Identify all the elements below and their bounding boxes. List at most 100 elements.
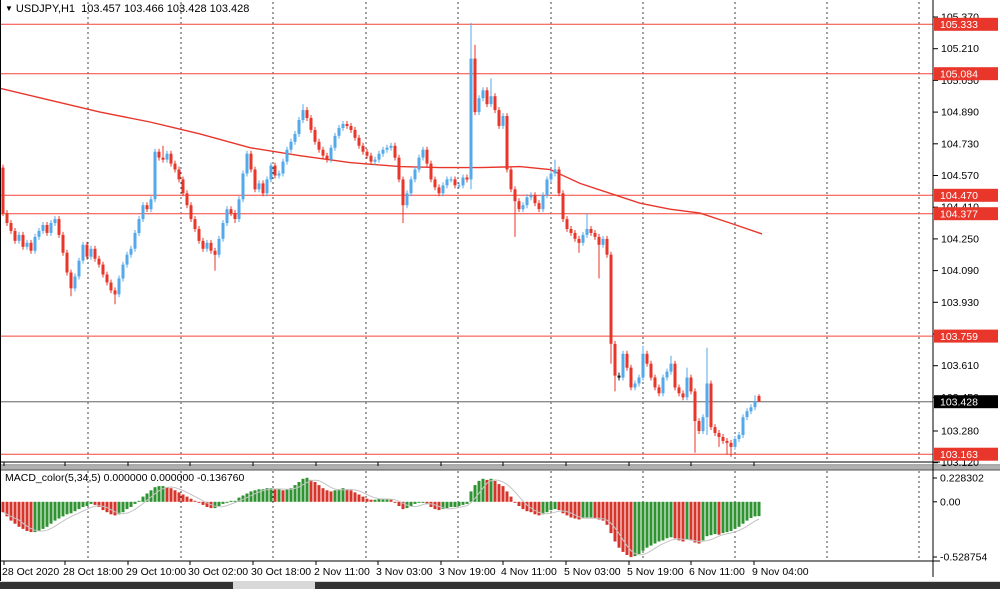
candle-body [377,153,381,160]
macd-histogram-bar [241,495,245,502]
candle-body [429,163,433,180]
candle-body [589,229,593,233]
candle-body [113,290,117,295]
price-tick-label: 105.210 [941,43,979,55]
symbol-period-label: USDJPY,H1 [15,3,76,15]
candle-body [193,219,197,229]
candle-body [81,244,85,261]
price-label-text: 103.428 [940,397,978,409]
candle-body [197,229,201,241]
time-axis-label: 3 Nov 03:00 [376,566,433,578]
level-price-label-box [934,207,998,221]
price-tick-label: 104.090 [941,265,979,277]
candle-body [297,120,301,134]
macd-histogram-bar [453,501,457,507]
macd-histogram-bar [321,488,325,502]
candle-body [449,179,453,181]
candle-body [161,157,165,160]
price-tick-label: 103.280 [941,426,979,438]
macd-histogram-bar [85,501,89,506]
macd-histogram-bar [285,489,289,502]
macd-histogram-bar [705,501,709,537]
candle-body [573,232,577,239]
candle-body [189,205,193,220]
candle-body [693,391,697,422]
bottom-bar-segment[interactable] [315,582,1000,589]
bottom-bar-segment[interactable] [0,582,233,589]
candle-body [345,124,349,126]
macd-histogram-bar [605,501,609,525]
candle-body [489,96,493,105]
candle-body [681,393,685,398]
macd-histogram-bar [41,501,45,529]
macd-histogram-bar [365,498,369,502]
candle-body [549,173,553,180]
time-axis-label: 3 Nov 19:00 [439,566,496,578]
candle-body [741,417,745,435]
candle-body [645,353,649,364]
level-price-label-box [934,17,998,31]
candle-body [581,234,585,243]
macd-histogram-bar [725,501,729,533]
macd-histogram-bar [533,501,537,515]
candle-body [237,199,241,220]
macd-histogram-bar [113,501,117,516]
macd-histogram-bar [505,491,509,502]
macd-histogram-bar [657,501,661,542]
candle-body [625,353,629,368]
macd-histogram-bar [293,485,297,502]
candle-body [217,238,221,255]
chevron-down-icon[interactable]: ▼ [5,4,13,13]
candle-body [421,149,425,158]
macd-histogram-bar [529,501,533,513]
macd-histogram-bar [385,498,389,502]
level-price-label-box [934,67,998,81]
macd-histogram-bar [45,501,49,527]
macd-histogram-bar [589,501,593,518]
macd-histogram-bar [613,501,617,542]
candle-body [165,153,169,160]
macd-histogram-bar [561,501,565,514]
macd-histogram-bar [313,482,317,502]
macd-histogram-bar [165,487,169,502]
candle-body [341,124,345,128]
macd-histogram-bar [273,489,277,502]
candle-body [133,232,137,249]
candle-body [505,116,509,170]
candle-body [501,116,505,126]
candle-body [301,110,305,120]
candle-body [241,173,245,200]
current-price-label-box [934,395,998,409]
macd-histogram-bar [253,490,257,502]
candle-body [437,187,441,194]
macd-histogram-bar [493,480,497,502]
candle-body [57,219,61,235]
candle-body [9,223,13,231]
candle-body [41,225,45,231]
macd-histogram-bar [229,500,233,502]
macd-histogram-bar [549,501,553,511]
time-axis-label: 2 Nov 11:00 [314,566,370,578]
panel-divider-handle[interactable] [0,466,1000,470]
candle-body [289,141,293,150]
candle-body [337,127,341,136]
candle-body [117,278,121,295]
macd-histogram-bar [249,491,253,502]
candle-body [749,407,753,412]
price-label-text: 104.377 [940,209,978,221]
candle-body [89,248,93,257]
candle-body [101,264,105,275]
candle-body [465,177,469,180]
candle-body [1,167,5,214]
candle-body [565,219,569,229]
candle-body [389,145,393,148]
macd-histogram-bar [469,491,473,502]
macd-histogram-bar [553,501,557,510]
candle-body [469,58,473,180]
macd-histogram-bar [569,501,573,518]
macd-histogram-bar [309,479,313,502]
candle-body [697,421,701,431]
macd-histogram-bar [305,477,309,502]
price-tick-label: 104.730 [941,138,979,150]
